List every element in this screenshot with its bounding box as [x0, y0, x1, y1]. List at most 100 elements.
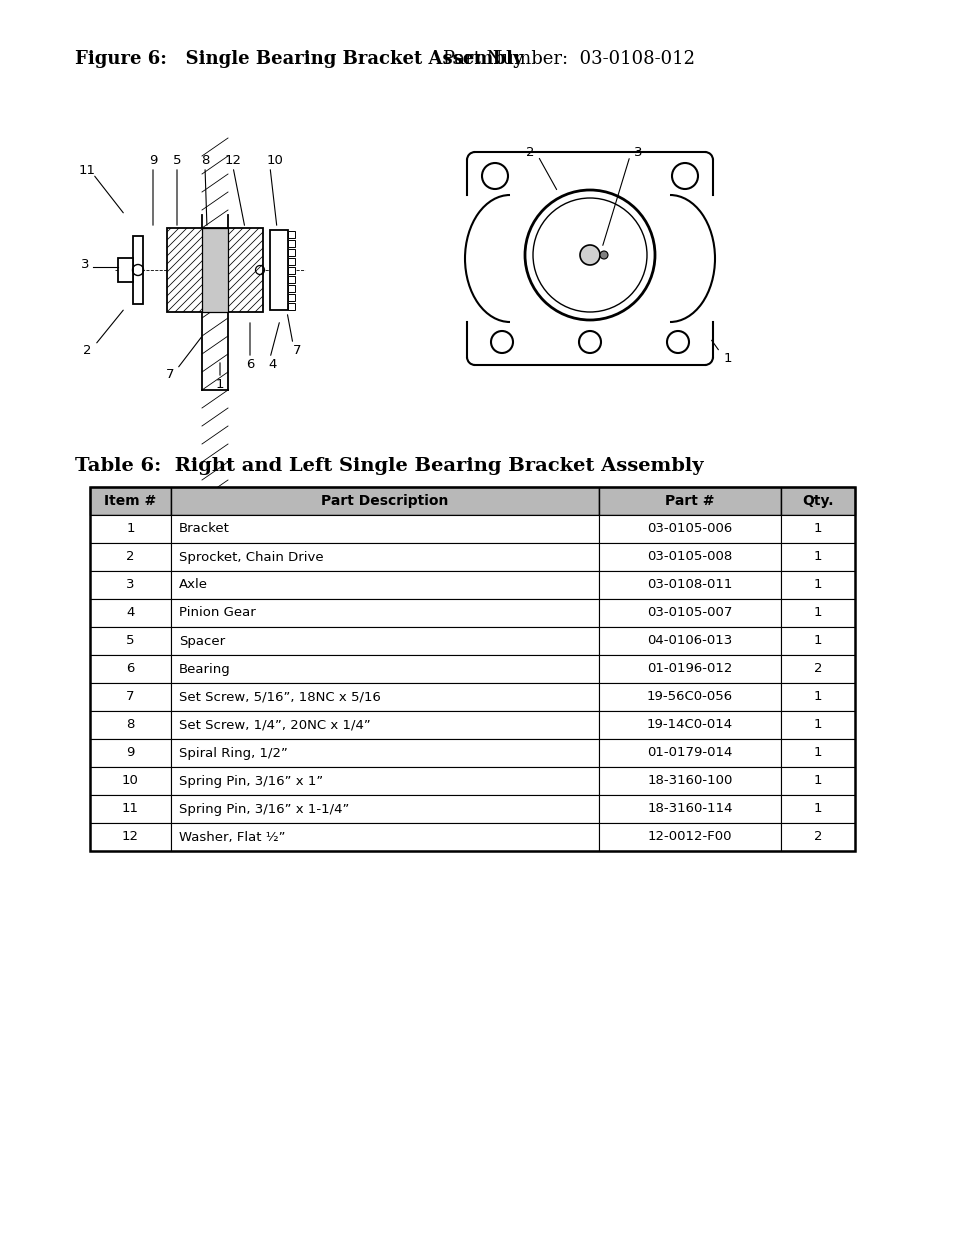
Bar: [171, 599, 598, 627]
Text: Axle: Axle: [178, 578, 208, 592]
Text: 04-0106-013: 04-0106-013: [647, 635, 732, 647]
Text: 7: 7: [166, 368, 174, 382]
Bar: [444, 152, 734, 195]
Bar: [171, 683, 598, 711]
Text: 11: 11: [122, 803, 139, 815]
Bar: [781, 515, 854, 543]
Text: 7: 7: [293, 343, 301, 357]
Text: 9: 9: [149, 153, 157, 167]
Text: 1: 1: [813, 803, 821, 815]
Text: 4: 4: [126, 606, 134, 620]
Bar: [90, 487, 171, 515]
Text: 12: 12: [224, 153, 241, 167]
Text: Item #: Item #: [104, 494, 156, 508]
Bar: [288, 240, 294, 247]
Text: 3: 3: [126, 578, 134, 592]
Bar: [598, 683, 781, 711]
Text: 03-0108-011: 03-0108-011: [647, 578, 732, 592]
Bar: [90, 795, 171, 823]
Bar: [270, 230, 288, 310]
Text: 1: 1: [813, 522, 821, 536]
Text: Table 6:  Right and Left Single Bearing Bracket Assembly: Table 6: Right and Left Single Bearing B…: [75, 457, 703, 475]
Bar: [132, 236, 143, 304]
Bar: [598, 739, 781, 767]
Text: 1: 1: [813, 774, 821, 788]
Text: 9: 9: [126, 746, 134, 760]
Bar: [90, 683, 171, 711]
Bar: [781, 711, 854, 739]
Text: 5: 5: [126, 635, 134, 647]
Bar: [90, 711, 171, 739]
Bar: [167, 228, 263, 312]
Text: 10: 10: [266, 153, 283, 167]
Bar: [598, 711, 781, 739]
Bar: [598, 487, 781, 515]
Text: 1: 1: [723, 352, 732, 364]
Text: Part Number:  03-0108-012: Part Number: 03-0108-012: [442, 49, 695, 68]
Text: Spiral Ring, 1/2”: Spiral Ring, 1/2”: [178, 746, 287, 760]
Text: 10: 10: [122, 774, 138, 788]
Bar: [118, 258, 132, 282]
Text: 12: 12: [122, 830, 139, 844]
Text: 8: 8: [126, 719, 134, 731]
Bar: [90, 739, 171, 767]
Text: 03-0105-008: 03-0105-008: [647, 551, 732, 563]
Bar: [598, 795, 781, 823]
Text: 01-0196-012: 01-0196-012: [647, 662, 732, 676]
Text: Spring Pin, 3/16” x 1”: Spring Pin, 3/16” x 1”: [178, 774, 323, 788]
Text: 3: 3: [81, 258, 90, 272]
Bar: [781, 487, 854, 515]
Bar: [781, 739, 854, 767]
Text: Washer, Flat ½”: Washer, Flat ½”: [178, 830, 285, 844]
Text: Qty.: Qty.: [801, 494, 833, 508]
Bar: [444, 322, 734, 366]
Text: 03-0105-007: 03-0105-007: [647, 606, 732, 620]
Text: 19-56C0-056: 19-56C0-056: [646, 690, 733, 704]
Circle shape: [579, 245, 599, 266]
Bar: [781, 627, 854, 655]
Text: 8: 8: [200, 153, 209, 167]
Bar: [598, 571, 781, 599]
Text: Set Screw, 5/16”, 18NC x 5/16: Set Screw, 5/16”, 18NC x 5/16: [178, 690, 380, 704]
Bar: [781, 599, 854, 627]
Bar: [598, 655, 781, 683]
Text: Pinion Gear: Pinion Gear: [178, 606, 255, 620]
Bar: [288, 294, 294, 301]
Bar: [288, 249, 294, 256]
Text: Bracket: Bracket: [178, 522, 230, 536]
Text: Spacer: Spacer: [178, 635, 225, 647]
Bar: [781, 683, 854, 711]
Bar: [90, 599, 171, 627]
Bar: [90, 571, 171, 599]
Bar: [90, 627, 171, 655]
Bar: [171, 795, 598, 823]
Bar: [171, 487, 598, 515]
Bar: [781, 655, 854, 683]
Text: 19-14C0-014: 19-14C0-014: [646, 719, 733, 731]
Bar: [90, 543, 171, 571]
Text: 2: 2: [813, 662, 821, 676]
Bar: [171, 571, 598, 599]
Bar: [598, 627, 781, 655]
Bar: [598, 767, 781, 795]
Circle shape: [666, 331, 688, 353]
Bar: [781, 767, 854, 795]
Text: 18-3160-100: 18-3160-100: [647, 774, 732, 788]
Circle shape: [599, 251, 607, 259]
Bar: [598, 599, 781, 627]
Circle shape: [481, 163, 507, 189]
Text: 6: 6: [246, 358, 253, 372]
Bar: [598, 823, 781, 851]
Bar: [288, 275, 294, 283]
Bar: [90, 515, 171, 543]
Text: 7: 7: [126, 690, 134, 704]
Bar: [171, 767, 598, 795]
Bar: [288, 258, 294, 266]
Text: Figure 6:   Single Bearing Bracket Assembly: Figure 6: Single Bearing Bracket Assembl…: [75, 49, 523, 68]
Text: 1: 1: [813, 578, 821, 592]
Text: 1: 1: [813, 551, 821, 563]
Bar: [171, 515, 598, 543]
Bar: [598, 515, 781, 543]
Bar: [90, 767, 171, 795]
Circle shape: [491, 331, 513, 353]
